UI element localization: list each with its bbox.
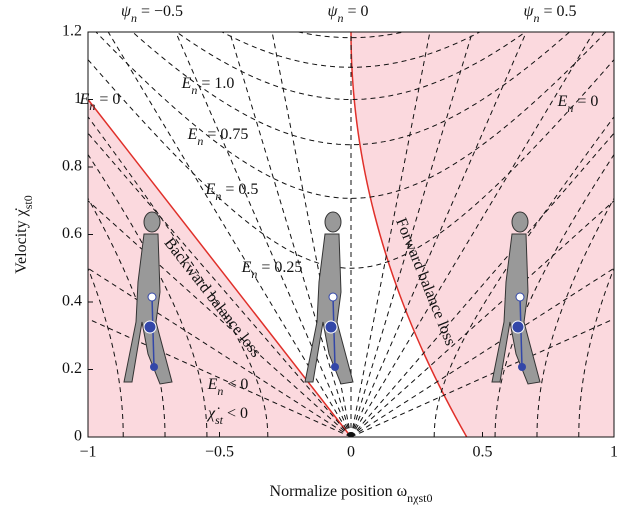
y-tick-label: 0 xyxy=(74,428,82,445)
annotation-part: n xyxy=(215,189,221,203)
annotation-part: E xyxy=(181,75,192,92)
annotation-part: n xyxy=(567,101,573,115)
annotation: En < 0 xyxy=(207,376,249,398)
ray-line xyxy=(350,200,614,437)
x-tick-label: −0.5 xyxy=(205,444,234,461)
x-tick-label: 0 xyxy=(347,444,355,461)
annotation-part: n xyxy=(533,11,539,25)
annotation: En = 0.25 xyxy=(241,259,303,281)
annotation-part: n xyxy=(131,11,137,25)
y-tick-label: 1 xyxy=(74,90,82,107)
y-tick-label: 0.6 xyxy=(62,225,82,242)
annotation: En = 0.5 xyxy=(205,181,259,203)
energy-curve xyxy=(494,153,614,437)
energy-curve xyxy=(578,266,614,437)
annotation: χ̇st < 0 xyxy=(206,405,248,427)
annotation: ψn = −0.5 xyxy=(121,3,183,25)
annotation: En = 0.75 xyxy=(187,126,249,148)
energy-curve xyxy=(88,115,269,437)
y-axis-label-part: χ̇ xyxy=(13,208,30,217)
ray-line xyxy=(350,32,527,437)
energy-curve xyxy=(88,59,614,269)
annotation-part: < 0 xyxy=(223,376,248,393)
annotation-part: = 0 xyxy=(95,91,120,108)
annotation-part: < 0 xyxy=(223,405,248,422)
y-tick-label: 0.2 xyxy=(62,360,82,377)
y-tick-label: 0.4 xyxy=(62,293,82,310)
annotation-part: st xyxy=(215,413,224,427)
annotation-part: n xyxy=(197,134,203,148)
annotation-part: E xyxy=(79,91,90,108)
annotation-part: n xyxy=(217,384,223,398)
x-axis-label: Normalize position ωnχst0 xyxy=(270,483,433,505)
annotation-part: = 1.0 xyxy=(197,75,234,92)
annotation-part: E xyxy=(205,181,216,198)
annotation-part: = 0.5 xyxy=(221,181,258,198)
y-axis-label-part: Velocity xyxy=(13,216,30,273)
annotation-part: n xyxy=(251,267,257,281)
annotation-part: = 0 xyxy=(573,93,598,110)
x-tick-label: 0.5 xyxy=(473,444,493,461)
annotation: ψn = 0 xyxy=(328,3,369,25)
energy-curve xyxy=(433,115,614,437)
y-tick-label: 1.2 xyxy=(62,23,82,40)
x-tick-label: −1 xyxy=(79,444,96,461)
y-tick-label: 0.8 xyxy=(62,158,82,175)
annotation: En = 0 xyxy=(79,91,121,113)
x-axis-label-part: Normalize position ω xyxy=(270,483,408,500)
energy-curve xyxy=(88,266,124,437)
annotation-part: ψ xyxy=(121,3,132,20)
x-axis-label-part: nχst0 xyxy=(407,491,432,505)
energy-curves xyxy=(88,32,614,437)
energy-curve xyxy=(88,153,208,437)
ray-line xyxy=(88,200,352,437)
annotation-part: = 0.5 xyxy=(539,3,576,20)
x-tick-label: 1 xyxy=(610,444,618,461)
annotation: En = 1.0 xyxy=(181,75,235,97)
ray-line xyxy=(175,32,352,437)
annotation: ψn = 0.5 xyxy=(524,3,577,25)
annotation-part: = 0.75 xyxy=(203,126,248,143)
annotation-part: ψ xyxy=(328,3,339,20)
annotation-part: E xyxy=(241,259,252,276)
annotation-part: ψ xyxy=(524,3,535,20)
energy-curve xyxy=(131,32,571,146)
annotation: En = 0 xyxy=(557,93,599,115)
annotation-part: E xyxy=(557,93,568,110)
annotation-part: n xyxy=(337,11,343,25)
annotation-part: n xyxy=(191,83,197,97)
annotation-part: E xyxy=(187,126,198,143)
annotation-part: = 0 xyxy=(343,3,368,20)
annotation-part: n xyxy=(89,99,95,113)
annotation-part: E xyxy=(207,376,218,393)
y-axis-label: Velocity χ̇st0 xyxy=(13,195,35,273)
y-axis-label-part: st0 xyxy=(21,195,35,209)
energy-curve xyxy=(95,32,607,199)
annotation-part: = −0.5 xyxy=(137,3,183,20)
annotation-part: = 0.25 xyxy=(257,259,302,276)
